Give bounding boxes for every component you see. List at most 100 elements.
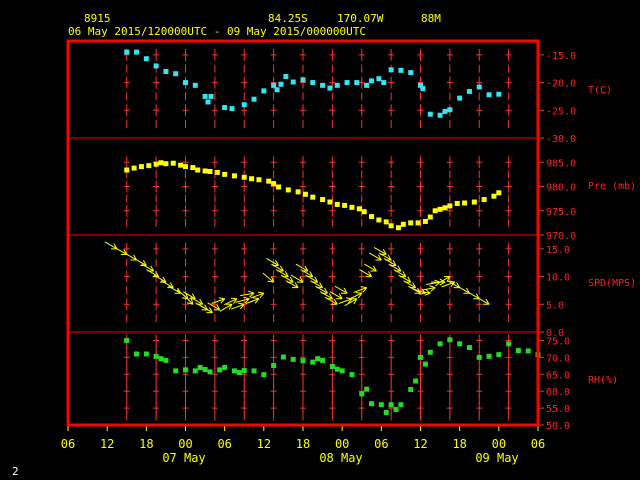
data-point <box>320 197 326 203</box>
data-point <box>388 402 394 408</box>
wind-arrow <box>230 302 245 310</box>
wind-arrow <box>182 294 194 305</box>
data-point <box>202 367 208 373</box>
data-point <box>163 68 169 74</box>
y-tick-label: 985.0 <box>546 158 576 169</box>
data-point <box>295 189 301 195</box>
data-point <box>192 368 198 374</box>
data-point <box>163 357 169 363</box>
data-point <box>442 205 448 211</box>
y-tick-label: -30.0 <box>546 134 576 145</box>
data-point <box>383 219 389 225</box>
data-point <box>302 191 308 197</box>
data-point <box>143 351 149 357</box>
panel-label: T(C) <box>588 85 612 96</box>
longitude: 170.07W <box>337 12 384 25</box>
wind-arrow <box>235 296 250 304</box>
data-point <box>290 79 296 85</box>
data-point <box>408 220 414 226</box>
wind-arrow <box>224 297 238 306</box>
data-point <box>222 171 228 177</box>
wind-arrow <box>353 286 368 293</box>
data-point <box>300 77 306 83</box>
axis-labels: -15.0 -20.0 -25.0 -30.0 T(C) 985.0 980.0 975.0 9… <box>61 51 636 465</box>
x-tick-label: 00 <box>492 437 506 451</box>
data-point <box>442 108 448 114</box>
data-point <box>283 73 289 79</box>
y-tick-label: 65.0 <box>546 370 570 381</box>
data-point <box>383 409 389 415</box>
data-point <box>173 368 179 374</box>
wind-arrow <box>329 291 343 300</box>
wind-arrow <box>211 297 226 305</box>
data-point <box>207 168 213 174</box>
y-tick-label: 0.0 <box>546 328 564 339</box>
data-point <box>222 105 228 111</box>
data-point <box>457 95 463 101</box>
data-point <box>153 353 159 359</box>
data-point <box>195 167 201 173</box>
data-point <box>334 366 340 372</box>
data-point <box>173 71 179 77</box>
data-point <box>400 221 406 227</box>
data-point <box>261 88 267 94</box>
data-point <box>342 202 348 208</box>
data-point <box>369 214 375 220</box>
wind-arrow <box>437 276 451 285</box>
data-point <box>462 200 468 206</box>
data-point <box>310 359 316 365</box>
data-point <box>163 161 169 167</box>
data-point <box>229 106 235 112</box>
y-tick-label: 15.0 <box>546 245 570 256</box>
data-point <box>124 167 130 173</box>
wind-arrow <box>344 298 358 307</box>
data-point <box>437 112 443 118</box>
data-point <box>447 203 453 209</box>
data-point <box>251 96 257 102</box>
data-point <box>466 88 472 94</box>
data-point <box>146 163 152 169</box>
wind-arrow <box>207 302 221 311</box>
data-point <box>481 197 487 203</box>
data-point <box>388 223 394 229</box>
data-point <box>217 367 223 373</box>
data-point <box>432 208 438 214</box>
data-point <box>143 56 149 62</box>
data-point <box>190 165 196 171</box>
data-point <box>349 372 355 378</box>
y-tick-label: 75.0 <box>546 336 570 347</box>
data-point <box>422 218 428 224</box>
x-tick-label: 00 <box>178 437 192 451</box>
data-point <box>422 361 428 367</box>
data-point <box>153 63 159 69</box>
data-point <box>183 80 188 86</box>
data-point <box>241 368 247 374</box>
data-point <box>378 402 384 408</box>
station-id: 8915 <box>84 12 111 25</box>
data-point <box>491 193 497 199</box>
data-point <box>454 200 460 206</box>
data-point <box>496 190 502 196</box>
wind-arrow <box>324 296 338 305</box>
data-point <box>241 174 247 180</box>
data-point <box>427 214 433 220</box>
data-point <box>437 341 443 347</box>
y-tick-label: 60.0 <box>546 387 570 398</box>
y-tick-label: 5.0 <box>546 300 564 311</box>
data-point <box>418 354 423 360</box>
x-tick-label: 06 <box>61 437 75 451</box>
data-point <box>486 353 492 359</box>
data-point <box>415 220 421 226</box>
y-tick-label: 70.0 <box>546 353 570 364</box>
data-point <box>222 365 228 371</box>
data-point <box>427 349 433 355</box>
data-point <box>398 67 404 73</box>
data-point <box>158 160 164 166</box>
data-point <box>364 82 370 88</box>
wind-arrow <box>285 280 299 289</box>
data-point <box>369 401 375 407</box>
wind-arrow <box>262 272 275 283</box>
x-tick-label: 00 <box>335 437 349 451</box>
y-tick-label: 975.0 <box>546 207 576 218</box>
